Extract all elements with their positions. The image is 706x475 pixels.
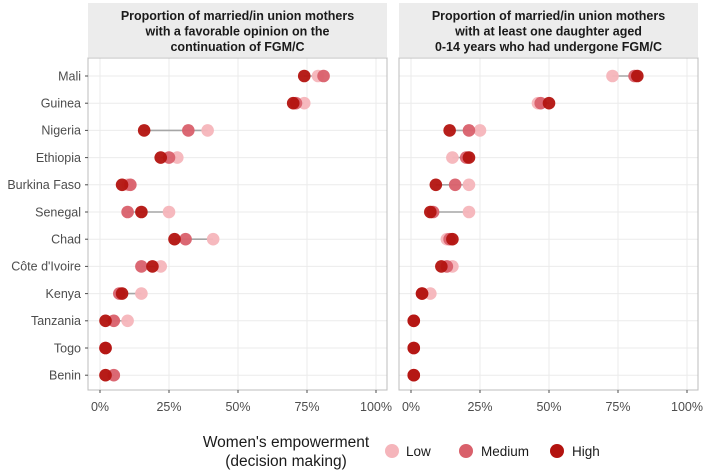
data-point-low <box>462 178 476 192</box>
data-point-high <box>542 96 556 110</box>
facet-title-line: with a favorable opinion on the <box>144 25 329 39</box>
category-label: Chad <box>51 233 81 247</box>
data-point-medium <box>448 178 462 192</box>
x-tick-label: 0% <box>91 400 109 414</box>
data-point-high <box>446 232 459 246</box>
category-label: Côte d'Ivoire <box>11 260 81 274</box>
category-label: Kenya <box>46 287 81 301</box>
category-label: Senegal <box>35 205 81 219</box>
legend-key-low <box>385 444 399 458</box>
data-point-high <box>99 368 112 382</box>
data-point-medium <box>182 124 195 137</box>
facet-title-line: Proportion of married/in union mothers <box>432 9 665 23</box>
x-tick-label: 25% <box>156 400 181 414</box>
data-point-low <box>446 151 459 164</box>
legend-title-line: (decision making) <box>225 453 346 470</box>
data-point-low <box>473 124 487 137</box>
data-point-high <box>286 96 300 110</box>
legend-title-line: Women's empowerment <box>203 434 370 451</box>
data-point-high <box>424 205 437 219</box>
legend-label-medium: Medium <box>481 444 529 459</box>
data-point-high <box>407 368 421 382</box>
data-point-high <box>115 287 129 300</box>
facet-title-line: 0-14 years who had undergone FGM/C <box>435 40 662 54</box>
legend: Women's empowerment (decision making) Low M… <box>203 434 600 470</box>
legend-label-low: Low <box>406 444 431 459</box>
x-tick-label: 75% <box>605 400 630 414</box>
data-point-low <box>201 124 214 137</box>
category-label: Burkina Faso <box>7 178 81 192</box>
data-point-high <box>429 178 443 192</box>
category-label: Tanzania <box>31 314 81 328</box>
x-tick-label: 75% <box>294 400 319 414</box>
category-label: Nigeria <box>41 124 81 138</box>
data-point-high <box>415 287 429 300</box>
legend-label-high: High <box>572 444 600 459</box>
data-point-low <box>162 205 176 219</box>
data-point-high <box>407 341 421 355</box>
x-tick-label: 100% <box>360 400 392 414</box>
data-point-high <box>115 178 129 192</box>
facet-strip <box>399 3 698 57</box>
category-label: Guinea <box>41 97 81 111</box>
data-point-high <box>137 124 151 137</box>
facet-strip <box>88 3 387 57</box>
category-label: Ethiopia <box>36 151 81 165</box>
data-point-low <box>206 232 220 246</box>
category-label: Mali <box>58 69 81 83</box>
x-tick-label: 50% <box>225 400 250 414</box>
data-point-medium <box>135 260 148 273</box>
data-point-low <box>606 69 619 83</box>
facet-title-line: continuation of FGM/C <box>170 40 304 54</box>
data-point-low <box>135 287 148 300</box>
data-point-high <box>154 151 168 164</box>
data-point-high <box>99 341 112 355</box>
x-tick-label: 50% <box>536 400 561 414</box>
data-point-high <box>462 151 476 164</box>
data-point-high <box>146 260 159 273</box>
x-tick-label: 0% <box>402 400 420 414</box>
x-tick-label: 100% <box>671 400 703 414</box>
data-point-medium <box>121 205 134 219</box>
facet-panel-2: Proportion of married/in union mothers wi… <box>398 3 703 414</box>
data-point-high <box>168 232 181 246</box>
data-point-high <box>443 124 456 137</box>
data-point-high <box>407 314 421 328</box>
category-label: Togo <box>54 341 81 355</box>
facet-title-line: with at least one daughter aged <box>454 25 642 39</box>
legend-key-high <box>550 444 564 458</box>
data-point-medium <box>462 124 476 137</box>
legend-key-medium <box>459 444 473 458</box>
data-point-high <box>99 314 112 328</box>
data-point-high <box>135 205 148 219</box>
data-point-high <box>297 69 311 83</box>
data-point-low <box>462 205 476 219</box>
facet-panel-1: Proportion of married/in union mothers wi… <box>7 3 392 414</box>
category-label: Benin <box>49 369 81 383</box>
data-point-high <box>631 69 644 83</box>
data-point-high <box>435 260 448 273</box>
data-point-medium <box>317 69 330 83</box>
facet-title-line: Proportion of married/in union mothers <box>121 9 354 23</box>
data-point-low <box>121 314 134 328</box>
data-point-medium <box>179 232 192 246</box>
x-tick-label: 25% <box>467 400 492 414</box>
